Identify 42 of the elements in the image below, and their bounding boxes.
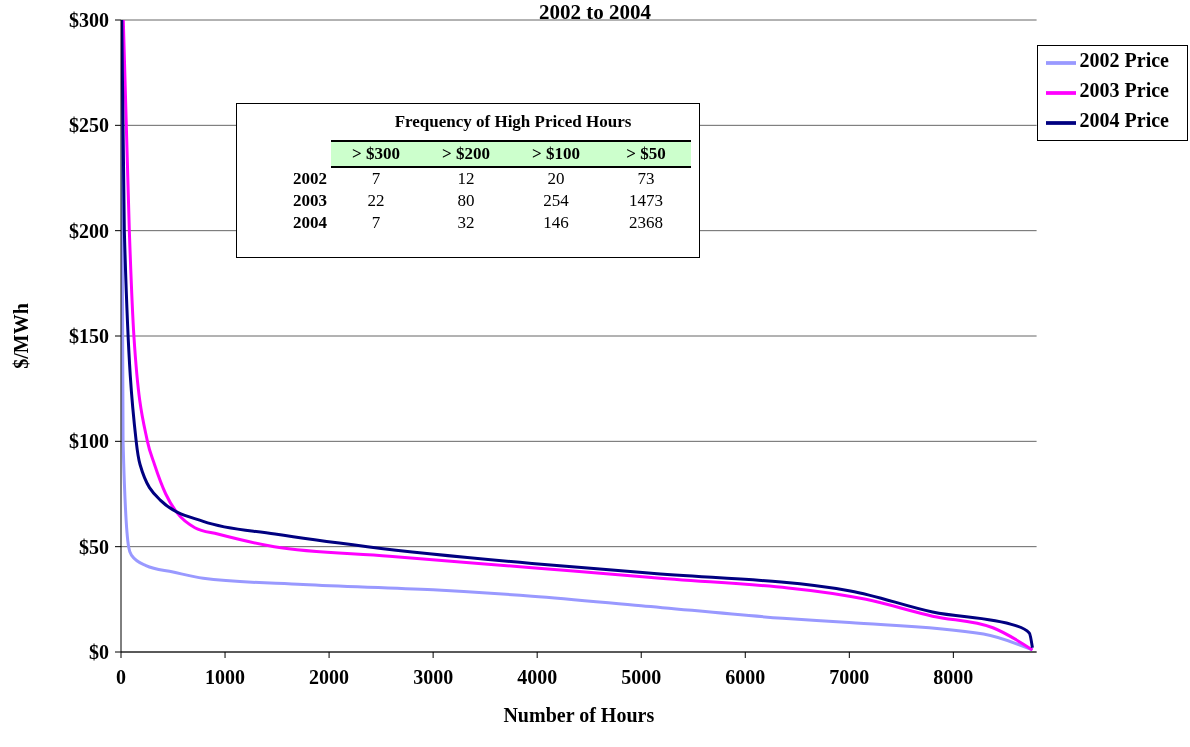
annotation: 146	[542, 212, 570, 234]
annotation: 20	[546, 168, 566, 190]
x-tick-label: 7000	[829, 666, 870, 689]
annotation: 1473	[628, 190, 664, 212]
annotation: > $200	[421, 141, 511, 167]
y-tick-label: $50	[79, 535, 109, 558]
annotation: 2003	[292, 190, 328, 212]
annotation: 32	[456, 212, 476, 234]
annotation: 7	[370, 212, 382, 234]
annotation: 12	[456, 168, 476, 190]
y-tick-label: $0	[89, 641, 109, 664]
x-tick-label: 4000	[517, 666, 558, 689]
y-tick-label: $150	[69, 325, 109, 348]
x-tick-label: 8000	[933, 666, 974, 689]
annotation: > $100	[511, 141, 601, 167]
x-tick-label: 6000	[725, 666, 766, 689]
annotation: 7	[370, 168, 382, 190]
x-tick-label: 0	[116, 666, 126, 689]
annotation: 2002	[292, 167, 328, 190]
x-tick-label: 5000	[621, 666, 662, 689]
annotation: 80	[456, 190, 476, 212]
annotation: 22	[366, 190, 386, 212]
legend-label: 2003 Price	[1079, 78, 1169, 101]
y-tick-label: $100	[69, 430, 109, 453]
y-tick-label: $200	[69, 219, 109, 242]
y-axis-title: $/MWh	[10, 303, 33, 369]
annotation: 2368	[628, 212, 664, 234]
annotation: 73	[636, 168, 656, 190]
annotation: > $300	[331, 141, 421, 167]
annotation: 2004	[292, 212, 328, 234]
x-tick-label: 2000	[309, 666, 350, 689]
annotation: 254	[542, 190, 570, 212]
x-axis-title: Number of Hours	[503, 704, 655, 726]
legend-label: 2004 Price	[1079, 108, 1169, 131]
chart-title: 2002 to 2004	[539, 0, 651, 24]
annotation: Frequency of High Priced Hours	[393, 112, 633, 132]
legend-label: 2002 Price	[1079, 48, 1169, 71]
y-tick-label: $250	[69, 114, 109, 137]
y-tick-label: $300	[69, 9, 109, 32]
x-tick-label: 3000	[413, 666, 454, 689]
x-tick-label: 1000	[205, 666, 246, 689]
annotation: > $50	[601, 141, 691, 167]
